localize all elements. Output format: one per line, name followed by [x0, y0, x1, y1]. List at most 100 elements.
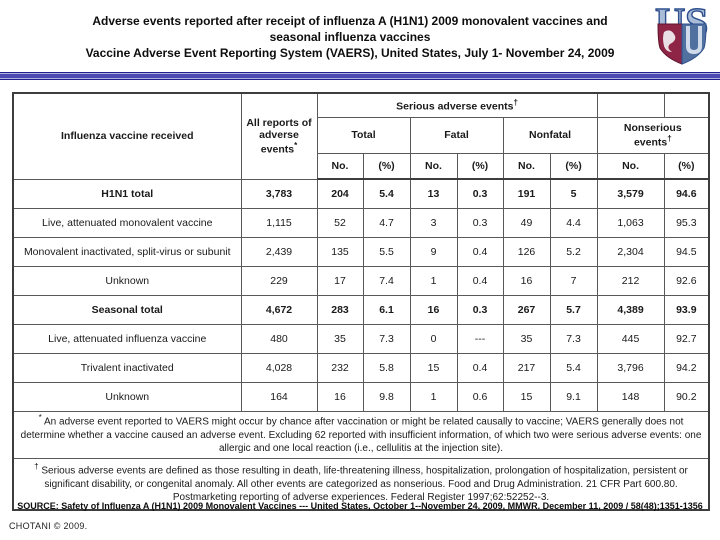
- value-cell: 95.3: [663, 207, 710, 238]
- row-label: Seasonal total: [12, 294, 242, 325]
- value-cell: 5.7: [549, 294, 598, 325]
- source-citation: SOURCE: Safety of Influenza A (H1N1) 200…: [17, 501, 703, 511]
- table-row: Unknown 164 16 9.8 1 0.6 15 9.1 148 90.2: [12, 381, 710, 412]
- header-group-nonfatal: Nonfatal: [502, 116, 598, 154]
- footnote-asterisk: * An adverse event reported to VAERS mig…: [12, 410, 710, 459]
- value-cell: 480: [240, 323, 318, 354]
- value-cell: 126: [502, 236, 551, 267]
- value-cell: 1: [409, 381, 458, 412]
- value-cell: 148: [596, 381, 665, 412]
- copyright-notice: CHOTANI © 2009.: [9, 521, 88, 531]
- table-row: Unknown 229 17 7.4 1 0.4 16 7 212 92.6: [12, 265, 710, 296]
- value-cell: 16: [409, 294, 458, 325]
- value-cell: 94.6: [663, 178, 710, 209]
- row-label: Unknown: [12, 265, 242, 296]
- value-cell: 3,579: [596, 178, 665, 209]
- value-cell: 9.8: [362, 381, 411, 412]
- title-line-3: Vaccine Adverse Event Reporting System (…: [85, 46, 615, 60]
- table-row: H1N1 total 3,783 204 5.4 13 0.3 191 5 3,579 94.6: [12, 178, 710, 209]
- row-label: Trivalent inactivated: [12, 352, 242, 383]
- value-cell: 17: [316, 265, 364, 296]
- value-cell: ---: [456, 323, 504, 354]
- value-cell: 35: [502, 323, 551, 354]
- value-cell: 4,028: [240, 352, 318, 383]
- value-cell: 217: [502, 352, 551, 383]
- value-cell: 1,115: [240, 207, 318, 238]
- header-group-fatal: Fatal: [409, 116, 504, 154]
- value-cell: 0: [409, 323, 458, 354]
- value-cell: 94.5: [663, 236, 710, 267]
- footnote-dagger: † Serious adverse events are defined as …: [12, 457, 710, 510]
- dagger-marker: †: [667, 133, 672, 143]
- empty-header-cell: [663, 92, 710, 118]
- value-cell: 283: [316, 294, 364, 325]
- value-cell: 4,389: [596, 294, 665, 325]
- value-cell: 5.8: [362, 352, 411, 383]
- value-cell: 135: [316, 236, 364, 267]
- value-cell: 16: [502, 265, 551, 296]
- value-cell: 5: [549, 178, 598, 209]
- header-group-total: Total: [316, 116, 411, 154]
- value-cell: 3: [409, 207, 458, 238]
- row-label: Monovalent inactivated, split-virus or s…: [12, 236, 242, 267]
- value-cell: 4,672: [240, 294, 318, 325]
- value-cell: 204: [316, 178, 364, 209]
- value-cell: 2,439: [240, 236, 318, 267]
- value-cell: 267: [502, 294, 551, 325]
- value-cell: 232: [316, 352, 364, 383]
- usu-shield-logo: U S: [654, 2, 709, 65]
- value-cell: 0.3: [456, 178, 504, 209]
- table-row: Seasonal total 4,672 283 6.1 16 0.3 267 5.7 4,38…: [12, 294, 710, 325]
- value-cell: 35: [316, 323, 364, 354]
- value-cell: 1,063: [596, 207, 665, 238]
- value-cell: 0.3: [456, 207, 504, 238]
- value-cell: 92.6: [663, 265, 710, 296]
- row-label: Live, attenuated influenza vaccine: [12, 323, 242, 354]
- header-pct: (%): [362, 152, 411, 180]
- value-cell: 3,796: [596, 352, 665, 383]
- value-cell: 52: [316, 207, 364, 238]
- value-cell: 9.1: [549, 381, 598, 412]
- value-cell: 5.4: [549, 352, 598, 383]
- row-label: Live, attenuated monovalent vaccine: [12, 207, 242, 238]
- value-cell: 93.9: [663, 294, 710, 325]
- value-cell: 4.7: [362, 207, 411, 238]
- value-cell: 90.2: [663, 381, 710, 412]
- header-pct: (%): [663, 152, 710, 180]
- adverse-events-table: Influenza vaccine received All reports o…: [12, 92, 711, 511]
- value-cell: 191: [502, 178, 551, 209]
- slide-title: Adverse events reported after receipt of…: [30, 13, 670, 61]
- header-pct: (%): [549, 152, 598, 180]
- value-cell: 92.7: [663, 323, 710, 354]
- header-no: No.: [409, 152, 458, 180]
- asterisk-marker: *: [38, 413, 42, 423]
- value-cell: 5.4: [362, 178, 411, 209]
- value-cell: 164: [240, 381, 318, 412]
- table-row: Trivalent inactivated 4,028 232 5.8 15 0.4 217…: [12, 352, 710, 383]
- table-body: H1N1 total 3,783 204 5.4 13 0.3 191 5 3,579 94.6 L…: [12, 178, 710, 412]
- value-cell: 15: [409, 352, 458, 383]
- asterisk-marker: *: [294, 141, 298, 150]
- value-cell: 7.3: [362, 323, 411, 354]
- title-line-1: Adverse events reported after receipt of…: [92, 14, 608, 28]
- value-cell: 4.4: [549, 207, 598, 238]
- value-cell: 7: [549, 265, 598, 296]
- value-cell: 13: [409, 178, 458, 209]
- header-no: No.: [316, 152, 364, 180]
- empty-header-cell: [596, 92, 665, 118]
- header-no: No.: [596, 152, 665, 180]
- header-serious-events: Serious adverse events†: [316, 92, 598, 118]
- header-no: No.: [502, 152, 551, 180]
- table-row: Monovalent inactivated, split-virus or s…: [12, 236, 710, 267]
- value-cell: 445: [596, 323, 665, 354]
- value-cell: 6.1: [362, 294, 411, 325]
- dagger-marker: †: [513, 98, 518, 107]
- value-cell: 5.2: [549, 236, 598, 267]
- header-pct: (%): [456, 152, 504, 180]
- value-cell: 49: [502, 207, 551, 238]
- logo-shield: [657, 23, 707, 65]
- dagger-marker: †: [34, 462, 39, 472]
- title-line-2: seasonal influenza vaccines: [269, 30, 431, 44]
- table-row: Live, attenuated influenza vaccine 480 35 7…: [12, 323, 710, 354]
- header-all-reports: All reports of adverse events*: [240, 92, 318, 180]
